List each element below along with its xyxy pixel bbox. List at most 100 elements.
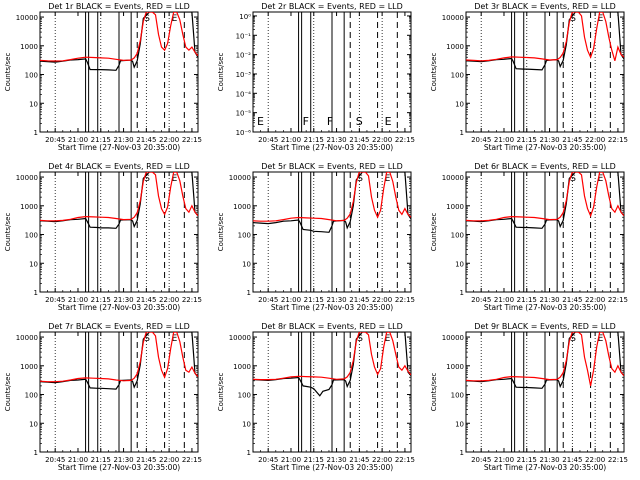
x-tick-label: 21:30 — [113, 136, 133, 144]
panel-title: Det 6r BLACK = Events, RED = LLD — [474, 162, 616, 171]
flare-label: F — [303, 115, 309, 128]
y-tick-label: 10000 — [16, 14, 38, 22]
x-tick-label: 20:45 — [45, 136, 65, 144]
y-tick-label: 10⁻¹ — [236, 32, 252, 40]
y-tick-label: 1000 — [20, 203, 38, 211]
x-tick-label: 22:00 — [585, 456, 605, 464]
y-tick-label: 10000 — [16, 174, 38, 182]
y-tick-label: 1000 — [446, 363, 464, 371]
detector-panel-5: Det 5r BLACK = Events, RED = LLD 1 10 100 10… — [217, 162, 415, 312]
y-tick-label: 10 — [242, 420, 251, 428]
series-line-events — [253, 172, 411, 233]
x-tick-label: 21:00 — [281, 296, 301, 304]
x-tick-label: 22:00 — [372, 136, 392, 144]
y-tick-label: 10000 — [442, 334, 464, 342]
flare-label: S — [144, 334, 150, 344]
x-tick-label: 21:00 — [494, 296, 514, 304]
x-tick-label: 21:30 — [326, 456, 346, 464]
x-tick-label: 21:45 — [349, 456, 369, 464]
y-tick-label: 10 — [455, 100, 464, 108]
y-tick-label: 10⁻⁵ — [236, 110, 252, 118]
x-axis-label: Start Time (27-Nov-03 20:35:00) — [271, 303, 393, 312]
x-tick-label: 21:30 — [539, 296, 559, 304]
y-tick-label: 10 — [455, 260, 464, 268]
x-axis-label: Start Time (27-Nov-03 20:35:00) — [271, 463, 393, 472]
x-tick-label: 21:30 — [113, 296, 133, 304]
series-line-events — [466, 12, 624, 71]
detector-panel-6: Det 6r BLACK = Events, RED = LLD 1 10 100 10… — [430, 162, 628, 312]
y-tick-label: 10000 — [229, 174, 251, 182]
series-line-lld — [466, 12, 624, 62]
y-tick-label: 10 — [29, 420, 38, 428]
x-axis-label: Start Time (27-Nov-03 20:35:00) — [58, 143, 180, 152]
x-tick-label: 21:15 — [517, 136, 537, 144]
flare-label: E — [598, 14, 604, 24]
x-tick-label: 21:15 — [304, 136, 324, 144]
y-tick-label: 1000 — [20, 363, 38, 371]
x-tick-label: 20:45 — [471, 456, 491, 464]
y-tick-label: 1000 — [446, 203, 464, 211]
x-tick-label: 21:30 — [326, 296, 346, 304]
x-tick-label: 21:15 — [91, 296, 111, 304]
x-tick-label: 21:45 — [136, 456, 156, 464]
y-tick-label: 1000 — [20, 43, 38, 51]
panel-title: Det 2r BLACK = Events, RED = LLD — [261, 2, 403, 11]
series-line-lld — [253, 172, 411, 222]
x-tick-label: 21:45 — [562, 296, 582, 304]
x-tick-label: 20:45 — [258, 456, 278, 464]
panel-title: Det 4r BLACK = Events, RED = LLD — [48, 162, 190, 171]
y-tick-label: 10⁻² — [236, 52, 252, 60]
y-axis-label: Counts/sec — [217, 213, 225, 252]
series-line-lld — [466, 172, 624, 222]
detector-panel-3: Det 3r BLACK = Events, RED = LLD 1 10 100 10… — [430, 2, 628, 152]
y-tick-label: 10 — [29, 260, 38, 268]
flare-label: E — [172, 14, 178, 24]
flare-label: E — [385, 174, 391, 184]
y-tick-label: 1 — [460, 289, 464, 297]
x-tick-label: 22:00 — [159, 456, 179, 464]
y-tick-label: 10⁻⁴ — [236, 90, 252, 98]
x-tick-label: 21:45 — [349, 296, 369, 304]
series-line-lld — [40, 332, 198, 383]
y-axis-label: Counts/sec — [430, 213, 438, 252]
x-tick-label: 22:00 — [585, 296, 605, 304]
series-line-lld — [466, 332, 624, 387]
x-tick-label: 22:00 — [159, 296, 179, 304]
y-tick-label: 1 — [34, 449, 38, 457]
x-tick-label: 21:15 — [304, 296, 324, 304]
detector-panel-2: Det 2r BLACK = Events, RED = LLD 10⁻⁶ 10⁻⁵… — [217, 2, 415, 152]
x-tick-label: 21:45 — [562, 136, 582, 144]
flare-label: E — [598, 174, 604, 184]
y-tick-label: 100 — [238, 232, 251, 240]
x-tick-label: 21:15 — [517, 456, 537, 464]
y-tick-label: 1 — [34, 289, 38, 297]
y-tick-label: 10⁻⁶ — [236, 129, 252, 137]
flare-label: E — [598, 334, 604, 344]
x-tick-label: 21:30 — [326, 136, 346, 144]
panel-title: Det 5r BLACK = Events, RED = LLD — [261, 162, 403, 171]
x-tick-label: 21:00 — [494, 456, 514, 464]
y-tick-label: 1 — [247, 449, 251, 457]
y-tick-label: 100 — [238, 392, 251, 400]
y-tick-label: 10000 — [16, 334, 38, 342]
y-tick-label: 100 — [451, 232, 464, 240]
series-line-lld — [40, 12, 198, 62]
x-tick-label: 20:45 — [45, 456, 65, 464]
series-line-events — [40, 172, 198, 229]
x-axis-label: Start Time (27-Nov-03 20:35:00) — [58, 303, 180, 312]
x-tick-label: 20:45 — [471, 136, 491, 144]
y-tick-label: 100 — [451, 392, 464, 400]
y-tick-label: 100 — [451, 72, 464, 80]
x-axis-label: Start Time (27-Nov-03 20:35:00) — [484, 303, 606, 312]
x-tick-label: 20:45 — [258, 136, 278, 144]
panel-title: Det 3r BLACK = Events, RED = LLD — [474, 2, 616, 11]
series-line-events — [40, 12, 198, 71]
panel-title: Det 8r BLACK = Events, RED = LLD — [261, 322, 403, 331]
detector-panel-9: Det 9r BLACK = Events, RED = LLD 1 10 100 10… — [430, 322, 628, 472]
